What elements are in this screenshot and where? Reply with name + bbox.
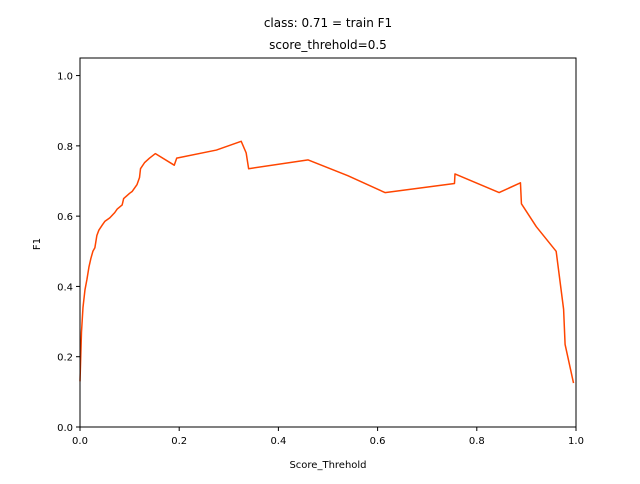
- x-tick-label: 0.4: [270, 436, 286, 447]
- axes-frame: [79, 57, 577, 428]
- x-tick-label: 0.6: [370, 436, 386, 447]
- y-tick-label: 1.0: [57, 72, 73, 83]
- series-line-0: [79, 140, 575, 384]
- x-tick-label: 0.8: [469, 436, 485, 447]
- y-tick-label: 0.4: [57, 282, 73, 293]
- y-tick-label: 0.2: [57, 353, 73, 364]
- chart-title-line-2: score_threhold=0.5: [269, 38, 387, 52]
- y-tick-label: 0.6: [57, 212, 73, 223]
- x-tick-label: 0.2: [171, 436, 187, 447]
- chart-title-line-1: class: 0.71 = train F1: [264, 16, 392, 30]
- y-tick-label: 0.0: [57, 423, 73, 434]
- plot-area: 0.0 0.2 0.4 0.6 0.8 1.0 0.0 0.2 0.4 0.6 0.8 1.0: [57, 57, 584, 447]
- y-tick-label: 0.8: [57, 142, 73, 153]
- x-axis-label: Score_Threhold: [289, 460, 366, 471]
- x-tick-label: 1.0: [568, 436, 584, 447]
- x-tick-label: 0.0: [72, 436, 88, 447]
- y-axis-label: F1: [32, 238, 43, 250]
